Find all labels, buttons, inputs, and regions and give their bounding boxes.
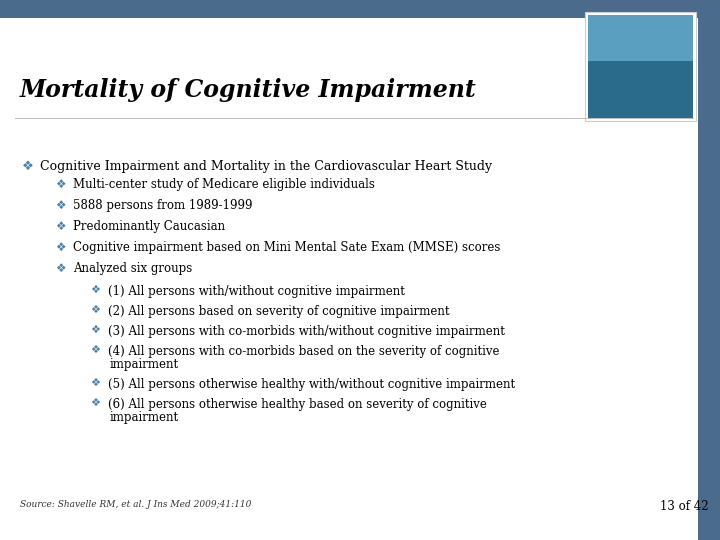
Bar <box>698 0 720 540</box>
Text: Cognitive Impairment and Mortality in the Cardiovascular Heart Study: Cognitive Impairment and Mortality in th… <box>40 160 492 173</box>
Text: Multi-center study of Medicare eligible individuals: Multi-center study of Medicare eligible … <box>73 178 375 191</box>
Bar <box>588 15 693 62</box>
Bar <box>588 62 693 118</box>
Text: ❖: ❖ <box>90 378 100 388</box>
Text: ❖: ❖ <box>22 160 34 173</box>
Text: ❖: ❖ <box>55 220 66 233</box>
Text: (2) All persons based on severity of cognitive impairment: (2) All persons based on severity of cog… <box>108 305 449 318</box>
Text: ❖: ❖ <box>90 325 100 335</box>
Text: 5888 persons from 1989-1999: 5888 persons from 1989-1999 <box>73 199 253 212</box>
Bar <box>0 0 720 18</box>
Text: Cognitive impairment based on Mini Mental Sate Exam (MMSE) scores: Cognitive impairment based on Mini Menta… <box>73 241 500 254</box>
Text: (1) All persons with/without cognitive impairment: (1) All persons with/without cognitive i… <box>108 285 405 298</box>
Text: (4) All persons with co-morbids based on the severity of cognitive: (4) All persons with co-morbids based on… <box>108 345 500 358</box>
Text: ❖: ❖ <box>90 345 100 355</box>
Text: Predominantly Caucasian: Predominantly Caucasian <box>73 220 225 233</box>
Text: impairment: impairment <box>110 358 179 371</box>
Text: ❖: ❖ <box>90 398 100 408</box>
Text: Source: Shavelle RM, et al. J Ins Med 2009;41:110: Source: Shavelle RM, et al. J Ins Med 20… <box>20 500 251 509</box>
Text: (3) All persons with co-morbids with/without cognitive impairment: (3) All persons with co-morbids with/wit… <box>108 325 505 338</box>
Text: (6) All persons otherwise healthy based on severity of cognitive: (6) All persons otherwise healthy based … <box>108 398 487 411</box>
Bar <box>585 12 696 121</box>
Text: ❖: ❖ <box>55 241 66 254</box>
Text: ❖: ❖ <box>90 285 100 295</box>
Text: 13 of 42: 13 of 42 <box>660 500 708 513</box>
Text: Mortality of Cognitive Impairment: Mortality of Cognitive Impairment <box>20 78 477 102</box>
Text: (5) All persons otherwise healthy with/without cognitive impairment: (5) All persons otherwise healthy with/w… <box>108 378 515 391</box>
Text: ❖: ❖ <box>55 199 66 212</box>
Text: ❖: ❖ <box>55 178 66 191</box>
Text: ❖: ❖ <box>90 305 100 315</box>
Text: impairment: impairment <box>110 411 179 424</box>
Text: Analyzed six groups: Analyzed six groups <box>73 262 192 275</box>
Text: ❖: ❖ <box>55 262 66 275</box>
